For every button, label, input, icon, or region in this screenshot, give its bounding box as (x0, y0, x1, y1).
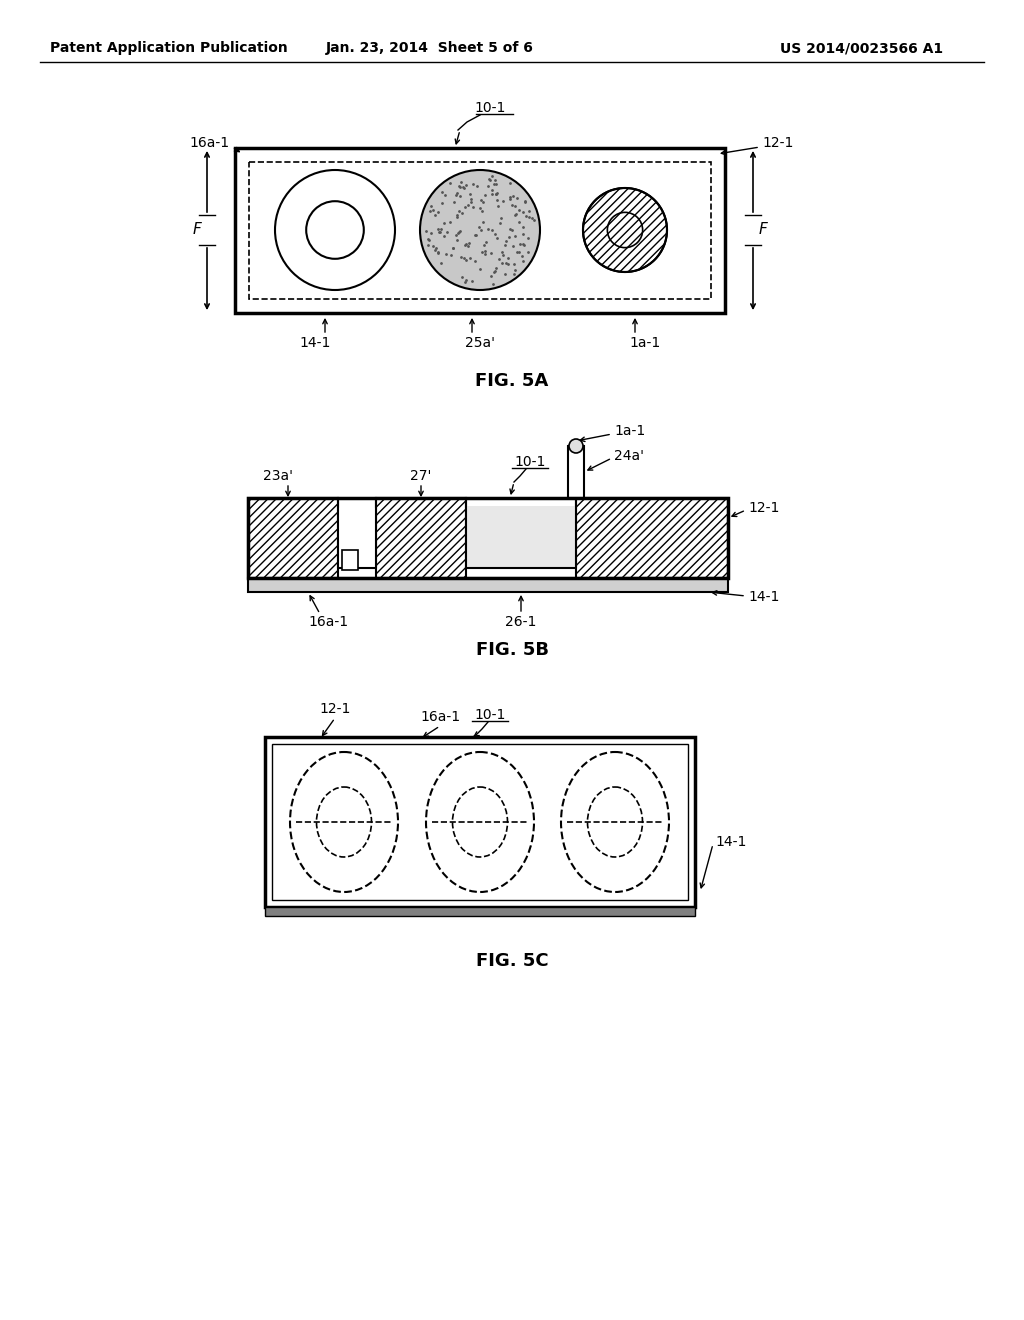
Text: 24a': 24a' (614, 449, 644, 463)
Text: 14-1: 14-1 (299, 337, 331, 350)
Bar (575, 498, 728, 578)
Bar (568, 446, 584, 498)
Bar (248, 578, 728, 591)
Text: F: F (193, 223, 202, 238)
Bar (265, 907, 695, 916)
Text: 27': 27' (411, 469, 432, 483)
Text: FIG. 5B: FIG. 5B (475, 642, 549, 659)
Text: 12-1: 12-1 (319, 702, 350, 715)
Text: 12-1: 12-1 (748, 502, 779, 515)
Text: FIG. 5A: FIG. 5A (475, 372, 549, 389)
Bar (265, 737, 695, 907)
Text: 25a': 25a' (465, 337, 495, 350)
Text: 23a': 23a' (263, 469, 293, 483)
Text: 10-1: 10-1 (474, 708, 506, 722)
Text: 16a-1: 16a-1 (308, 615, 348, 630)
Circle shape (583, 187, 667, 272)
Circle shape (420, 170, 540, 290)
Text: 1a-1: 1a-1 (630, 337, 660, 350)
Text: 1a-1: 1a-1 (614, 424, 645, 438)
Text: 26-1: 26-1 (505, 615, 537, 630)
Text: F: F (759, 223, 767, 238)
Text: Jan. 23, 2014  Sheet 5 of 6: Jan. 23, 2014 Sheet 5 of 6 (326, 41, 534, 55)
Text: 10-1: 10-1 (474, 102, 506, 115)
Bar (272, 744, 688, 900)
Bar (338, 508, 376, 568)
Text: US 2014/0023566 A1: US 2014/0023566 A1 (780, 41, 943, 55)
Text: Patent Application Publication: Patent Application Publication (50, 41, 288, 55)
Text: 14-1: 14-1 (715, 836, 746, 849)
Text: 16a-1: 16a-1 (420, 710, 460, 723)
Text: 16a-1: 16a-1 (189, 136, 230, 150)
Text: 10-1: 10-1 (514, 455, 546, 469)
Bar (234, 148, 725, 313)
Bar (342, 550, 358, 570)
Text: FIG. 5C: FIG. 5C (476, 952, 548, 970)
Text: 14-1: 14-1 (748, 590, 779, 605)
Circle shape (569, 440, 583, 453)
Bar (248, 498, 338, 578)
Bar (249, 162, 711, 300)
Bar (248, 498, 728, 578)
Bar (376, 498, 466, 578)
Text: 12-1: 12-1 (762, 136, 794, 150)
Bar (466, 506, 575, 568)
